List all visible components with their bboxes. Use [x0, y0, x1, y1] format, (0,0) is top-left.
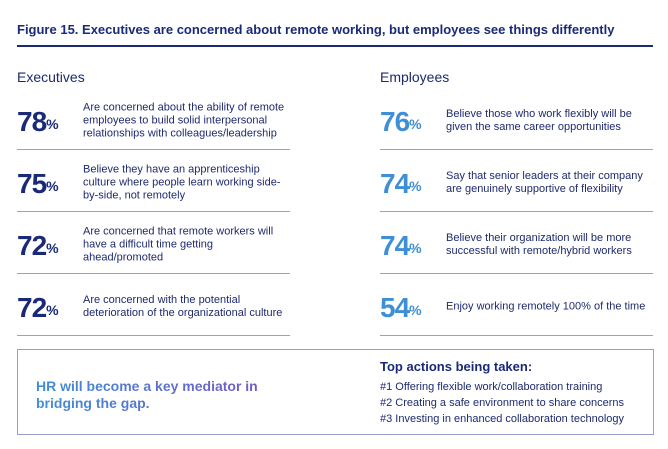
stat-percent: 74%: [380, 168, 422, 199]
actions-title: Top actions being taken:: [380, 359, 533, 374]
stat-description: Believe they have an apprenticeship cult…: [83, 163, 281, 201]
mediator-statement: HR will become a key mediator in bridgin…: [36, 378, 296, 412]
stat-description: Enjoy working remotely 100% of the time: [446, 300, 646, 312]
stat-percent: 72%: [17, 292, 59, 323]
stat-percent: 75%: [17, 168, 59, 199]
stat-percent: 78%: [17, 106, 59, 137]
employee-stat: 74% Say that senior leaders at their com…: [380, 154, 653, 212]
stat-description: Believe their organization will be more …: [446, 231, 632, 257]
stat-percent: 74%: [380, 230, 422, 261]
callout-box: HR will become a key mediator in bridgin…: [17, 349, 654, 435]
executive-stat: 75% Believe they have an apprenticeship …: [17, 154, 290, 212]
stat-percent: 76%: [380, 106, 422, 137]
employee-stat: 74% Believe their organization will be m…: [380, 216, 653, 274]
executive-stat: 72% Are concerned with the potential det…: [17, 278, 290, 336]
stat-description: Are concerned with the potential deterio…: [83, 293, 283, 319]
employees-column: 76% Believe those who work flexibly will…: [380, 92, 653, 336]
executive-stat: 78% Are concerned about the ability of r…: [17, 92, 290, 150]
action-item: #3 Investing in enhanced collaboration t…: [380, 413, 625, 425]
action-item: #1 Offering flexible work/collaboration …: [380, 381, 603, 393]
figure-title: Figure 15. Executives are concerned abou…: [17, 22, 653, 47]
stat-percent: 72%: [17, 230, 59, 261]
employee-stat: 76% Believe those who work flexibly will…: [380, 92, 653, 150]
executive-stat: 72% Are concerned that remote workers wi…: [17, 216, 290, 274]
action-item: #2 Creating a safe environment to share …: [380, 397, 624, 409]
actions-panel: Top actions being taken: #1 Offering fle…: [380, 359, 650, 427]
executives-heading: Executives: [17, 69, 85, 85]
stat-description: Are concerned about the ability of remot…: [83, 101, 285, 139]
employee-stat: 54% Enjoy working remotely 100% of the t…: [380, 278, 653, 336]
stat-percent: 54%: [380, 292, 422, 323]
executives-column: 78% Are concerned about the ability of r…: [17, 92, 290, 336]
stat-description: Say that senior leaders at their company…: [446, 169, 643, 195]
employees-heading: Employees: [380, 69, 450, 85]
stat-description: Believe those who work flexibly will be …: [446, 107, 632, 133]
stat-description: Are concerned that remote workers will h…: [83, 225, 274, 263]
